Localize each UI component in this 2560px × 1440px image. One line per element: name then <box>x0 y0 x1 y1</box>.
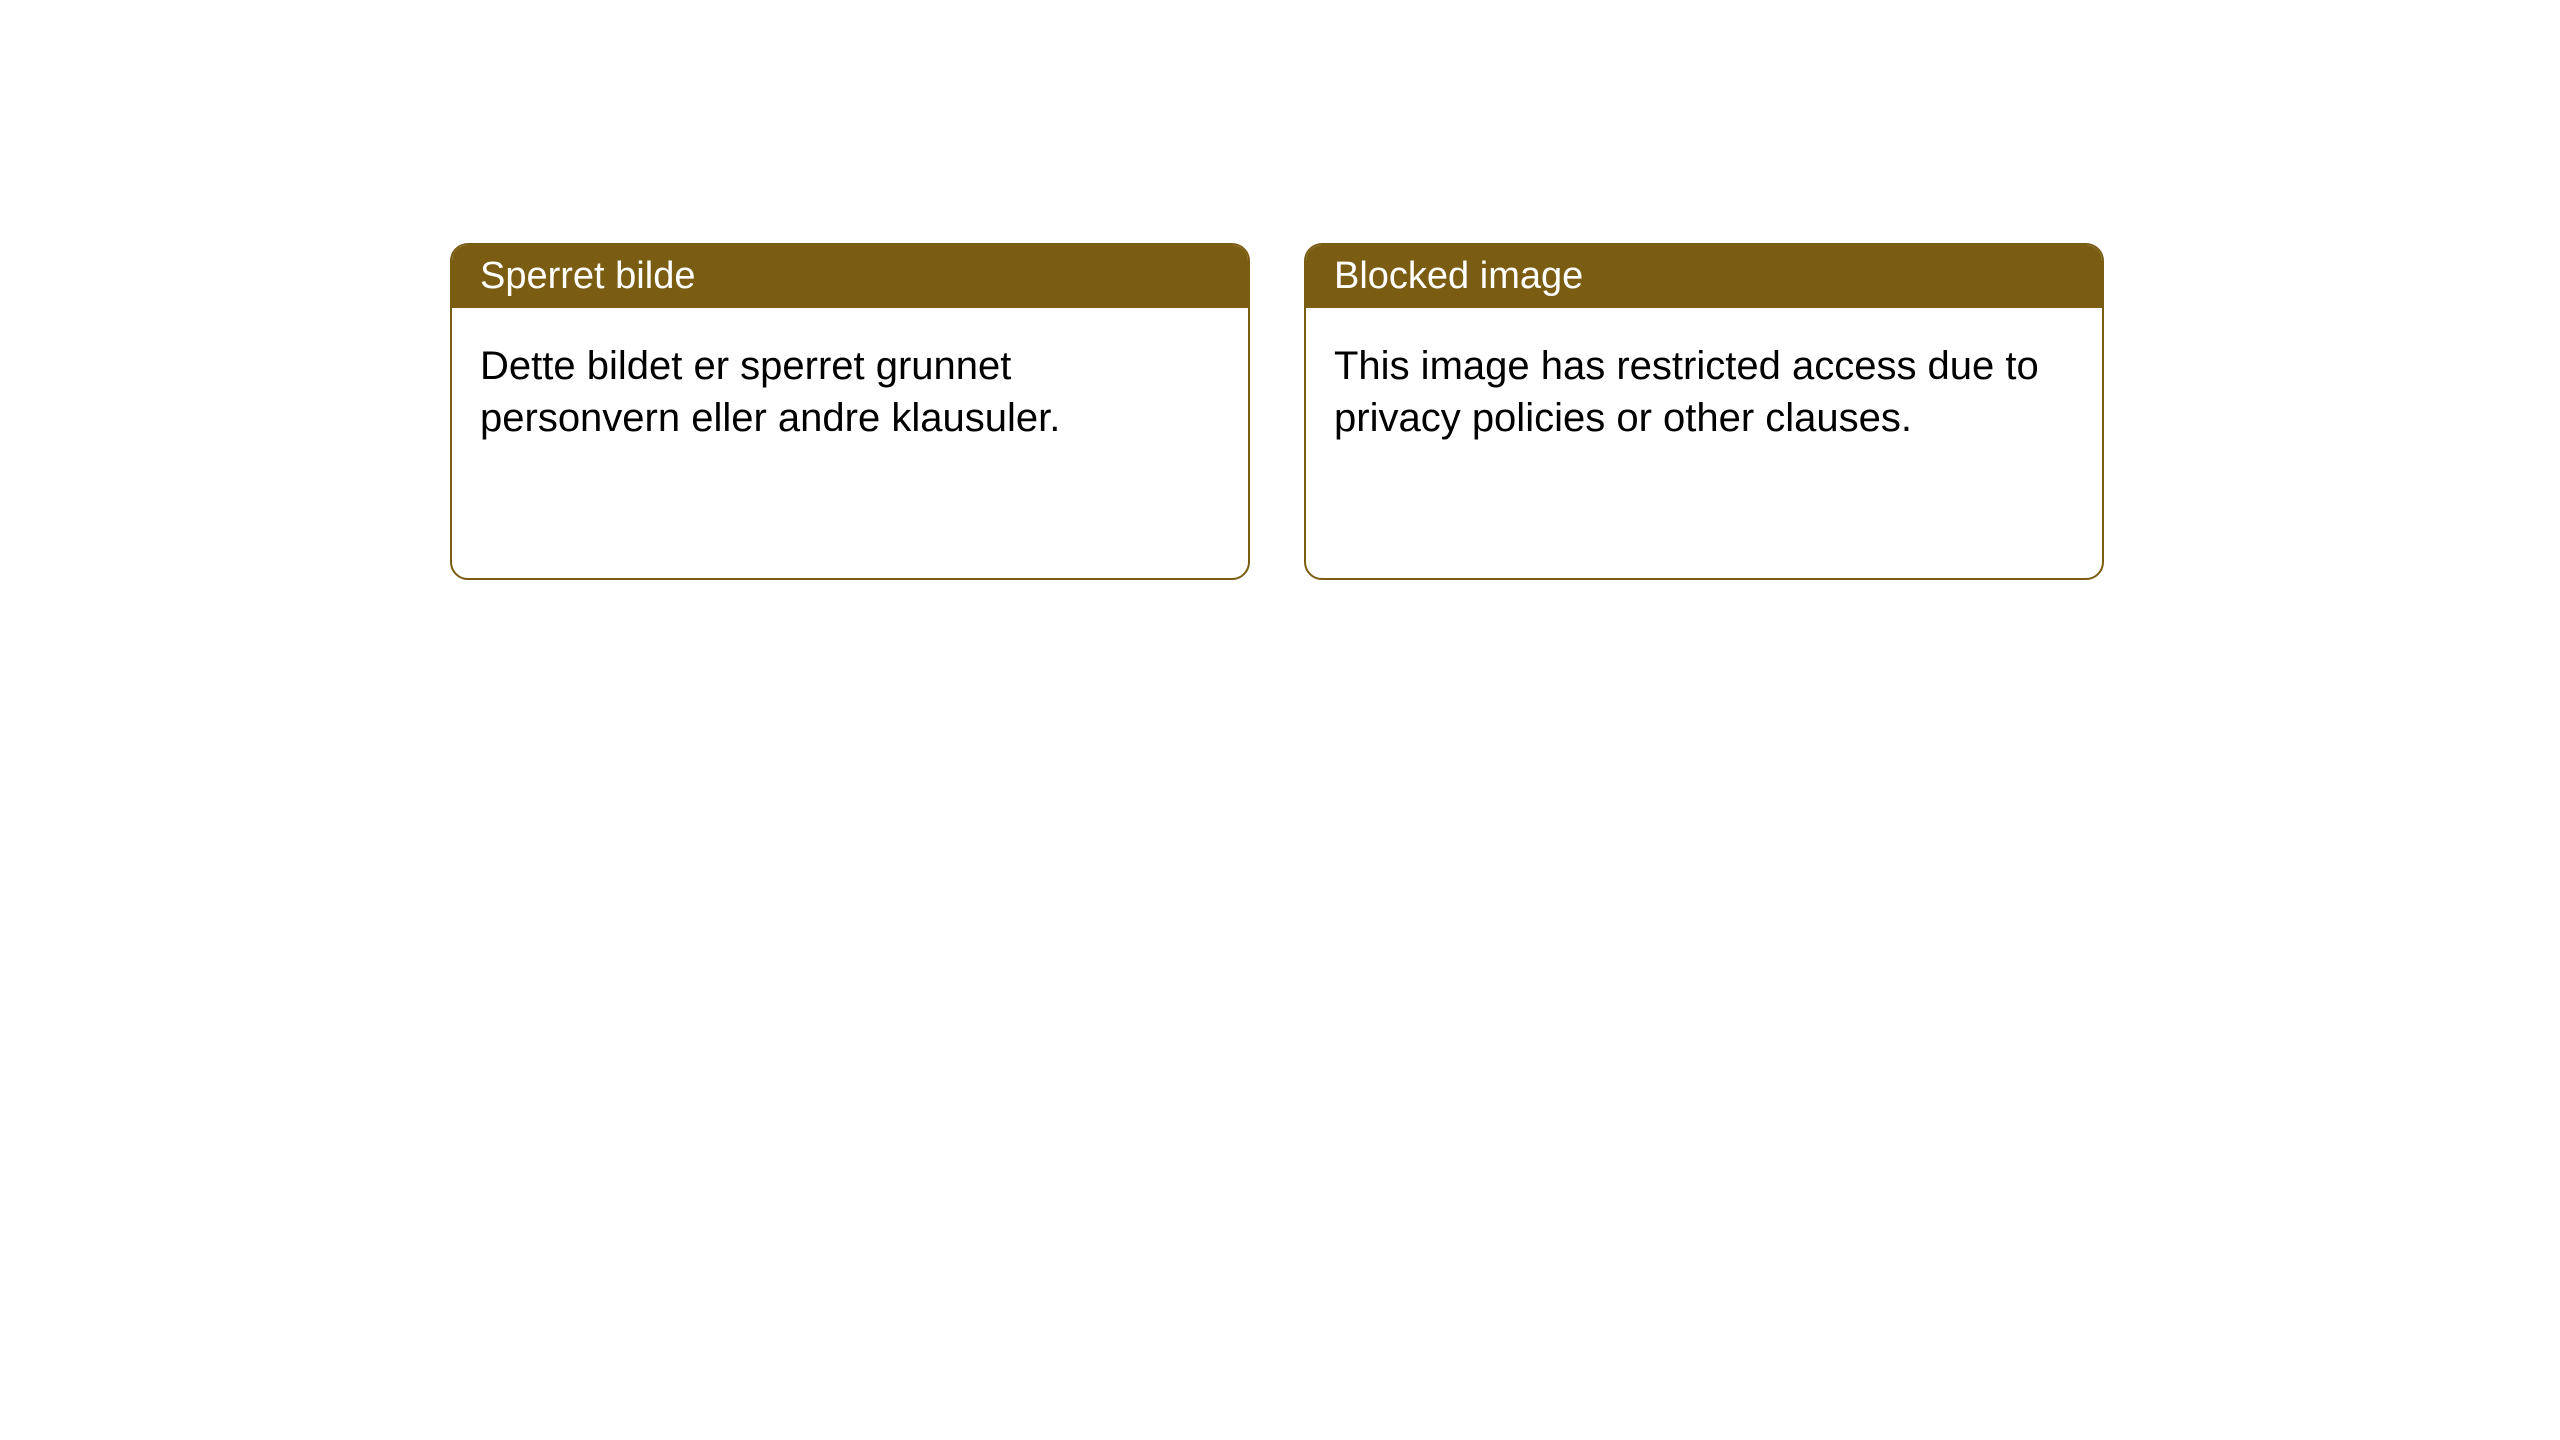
notice-box-english: Blocked image This image has restricted … <box>1304 243 2104 580</box>
notice-header-english: Blocked image <box>1306 245 2102 308</box>
notice-container: Sperret bilde Dette bildet er sperret gr… <box>450 243 2104 580</box>
notice-box-norwegian: Sperret bilde Dette bildet er sperret gr… <box>450 243 1250 580</box>
notice-header-norwegian: Sperret bilde <box>452 245 1248 308</box>
notice-body-english: This image has restricted access due to … <box>1306 308 2102 578</box>
notice-body-norwegian: Dette bildet er sperret grunnet personve… <box>452 308 1248 578</box>
